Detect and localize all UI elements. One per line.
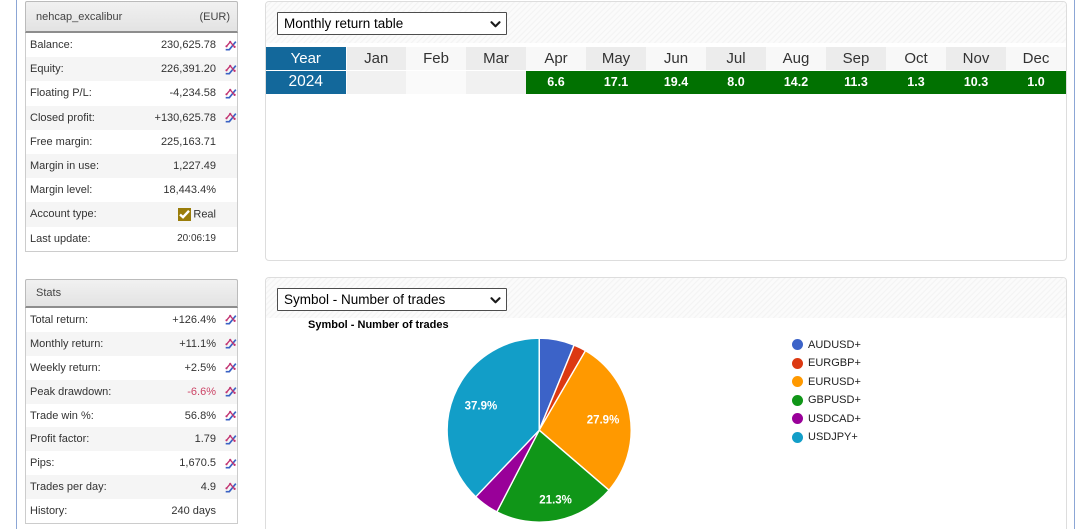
svg-text:21.3%: 21.3% <box>539 494 572 506</box>
svg-text:27.9%: 27.9% <box>587 414 620 426</box>
svg-text:37.9%: 37.9% <box>465 401 498 413</box>
